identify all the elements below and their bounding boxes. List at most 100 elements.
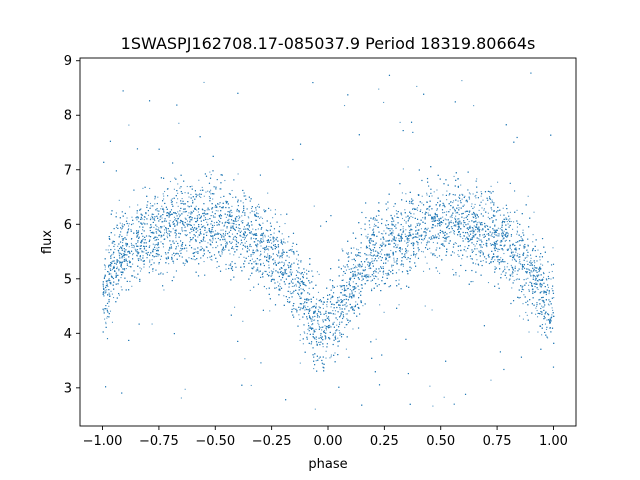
data-point (121, 238, 123, 240)
data-point (194, 248, 196, 250)
data-point (442, 205, 444, 207)
data-point (402, 226, 404, 228)
data-point (257, 244, 259, 246)
data-point (225, 232, 227, 234)
data-point (105, 249, 107, 251)
data-point (516, 230, 518, 232)
data-point (303, 331, 305, 333)
data-point (160, 272, 162, 274)
data-point (314, 319, 316, 321)
data-point (369, 267, 371, 269)
data-point (226, 227, 228, 229)
data-point (537, 331, 539, 333)
data-point (479, 228, 481, 230)
data-point (347, 252, 349, 254)
data-point (373, 244, 376, 246)
data-point (407, 250, 409, 252)
data-point (206, 257, 209, 259)
data-point (346, 305, 348, 307)
data-point (161, 217, 163, 219)
data-point (482, 234, 484, 236)
data-point (268, 249, 270, 251)
data-point (218, 219, 220, 221)
data-point (493, 236, 496, 238)
data-point (330, 306, 332, 308)
data-point (259, 217, 261, 219)
data-point (257, 213, 259, 215)
data-point (352, 281, 354, 283)
data-point (469, 239, 471, 241)
data-point (161, 226, 163, 228)
data-point (308, 314, 310, 317)
data-point (499, 241, 501, 243)
data-point (525, 271, 527, 273)
data-point (247, 255, 250, 257)
data-point (504, 218, 506, 220)
data-point (458, 207, 460, 209)
data-point (136, 234, 138, 236)
data-point (476, 225, 478, 227)
data-point (398, 279, 400, 281)
data-point (317, 322, 319, 324)
data-point (107, 249, 109, 251)
data-point (345, 295, 347, 297)
data-point (114, 243, 116, 246)
data-point (156, 232, 158, 234)
data-point (440, 223, 442, 226)
data-point (475, 217, 477, 219)
data-point (408, 202, 411, 204)
data-point (516, 231, 519, 233)
data-point (489, 243, 492, 245)
data-point (304, 332, 306, 334)
data-point (378, 257, 380, 259)
data-point (398, 304, 400, 306)
data-point (516, 209, 518, 211)
data-point (475, 263, 477, 265)
data-point (474, 203, 476, 206)
data-point (157, 196, 159, 198)
data-point (494, 259, 496, 261)
data-point (299, 339, 301, 341)
data-point (424, 236, 426, 238)
data-point (478, 251, 480, 253)
data-point (498, 248, 501, 251)
data-point (189, 241, 191, 243)
data-point (162, 207, 164, 209)
data-point (346, 281, 348, 283)
data-point (113, 260, 115, 262)
data-point (450, 215, 452, 217)
data-point (220, 235, 223, 237)
chart-title: 1SWASPJ162708.17-085037.9 Period 18319.8… (121, 34, 536, 53)
data-point (417, 236, 419, 238)
data-point (372, 232, 374, 234)
data-point (351, 293, 353, 295)
data-point (395, 244, 397, 246)
data-point (478, 238, 480, 240)
data-point (119, 261, 121, 263)
data-point (525, 278, 527, 280)
data-point (160, 273, 162, 275)
data-point (475, 217, 477, 219)
data-point (136, 236, 138, 238)
data-point (267, 260, 269, 262)
data-point (214, 230, 217, 232)
data-point (509, 211, 511, 213)
data-point (128, 124, 130, 126)
data-point (395, 261, 397, 263)
data-point (262, 238, 264, 240)
data-point (299, 295, 301, 297)
data-point (349, 295, 351, 297)
data-point (482, 199, 484, 201)
data-point (271, 274, 273, 276)
data-point (234, 306, 236, 308)
data-point (505, 239, 507, 241)
data-point (225, 268, 227, 270)
data-point (393, 236, 395, 238)
data-point (316, 343, 318, 345)
data-point (479, 222, 481, 224)
data-point (436, 256, 438, 258)
data-point (206, 231, 208, 233)
data-point (512, 257, 515, 259)
data-point (436, 209, 438, 211)
data-point (427, 227, 429, 229)
